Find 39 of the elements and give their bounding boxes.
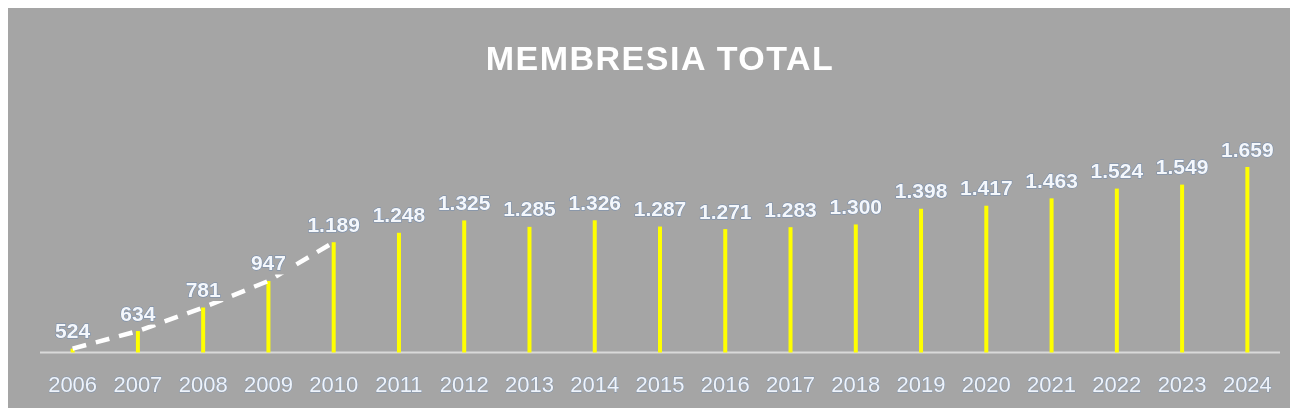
- data-label: 947: [250, 251, 286, 275]
- data-label: 1.524: [1090, 159, 1144, 183]
- data-label: 1.659: [1221, 137, 1274, 161]
- x-tick-label: 2021: [1027, 372, 1077, 397]
- x-tick-label: 2017: [766, 372, 815, 397]
- x-tick-label: 2013: [505, 372, 554, 397]
- x-tick-label: 2012: [439, 372, 489, 397]
- data-label: 1.283: [764, 197, 817, 221]
- data-label: 1.549: [1155, 155, 1209, 179]
- x-tick-label: 2011: [375, 372, 423, 397]
- x-tick-label: 2007: [113, 372, 163, 397]
- data-label: 524: [55, 319, 91, 343]
- data-label: 1.271: [698, 199, 752, 223]
- x-tick-label: 2009: [243, 372, 293, 397]
- data-label: 1.325: [437, 190, 491, 214]
- data-label: 1.326: [568, 190, 622, 214]
- data-label: 1.398: [894, 179, 948, 203]
- data-label: 1.248: [372, 203, 426, 227]
- data-label: 1.287: [633, 197, 687, 221]
- x-tick-label: 2022: [1092, 372, 1142, 397]
- x-tick-label: 2024: [1222, 372, 1272, 397]
- x-tick-label: 2023: [1157, 372, 1207, 397]
- x-tick-label: 2010: [309, 372, 359, 397]
- x-tick-label: 2008: [178, 372, 228, 397]
- x-tick-label: 2015: [635, 372, 685, 397]
- data-label: 1.300: [829, 194, 883, 218]
- data-label: 1.189: [307, 212, 360, 236]
- data-label: 634: [120, 301, 156, 325]
- x-tick-label: 2016: [700, 372, 750, 397]
- x-tick-label: 2020: [961, 372, 1011, 397]
- data-label: 1.463: [1025, 168, 1078, 192]
- data-label: 781: [185, 278, 221, 302]
- data-label: 1.285: [503, 197, 557, 221]
- data-label: 1.417: [960, 176, 1013, 200]
- chart-title: MEMBRESIA TOTAL: [485, 39, 835, 77]
- x-tick-label: 2006: [48, 372, 98, 397]
- x-tick-label: 2018: [831, 372, 881, 397]
- x-tick-label: 2019: [896, 372, 946, 397]
- x-tick-label: 2014: [570, 372, 620, 397]
